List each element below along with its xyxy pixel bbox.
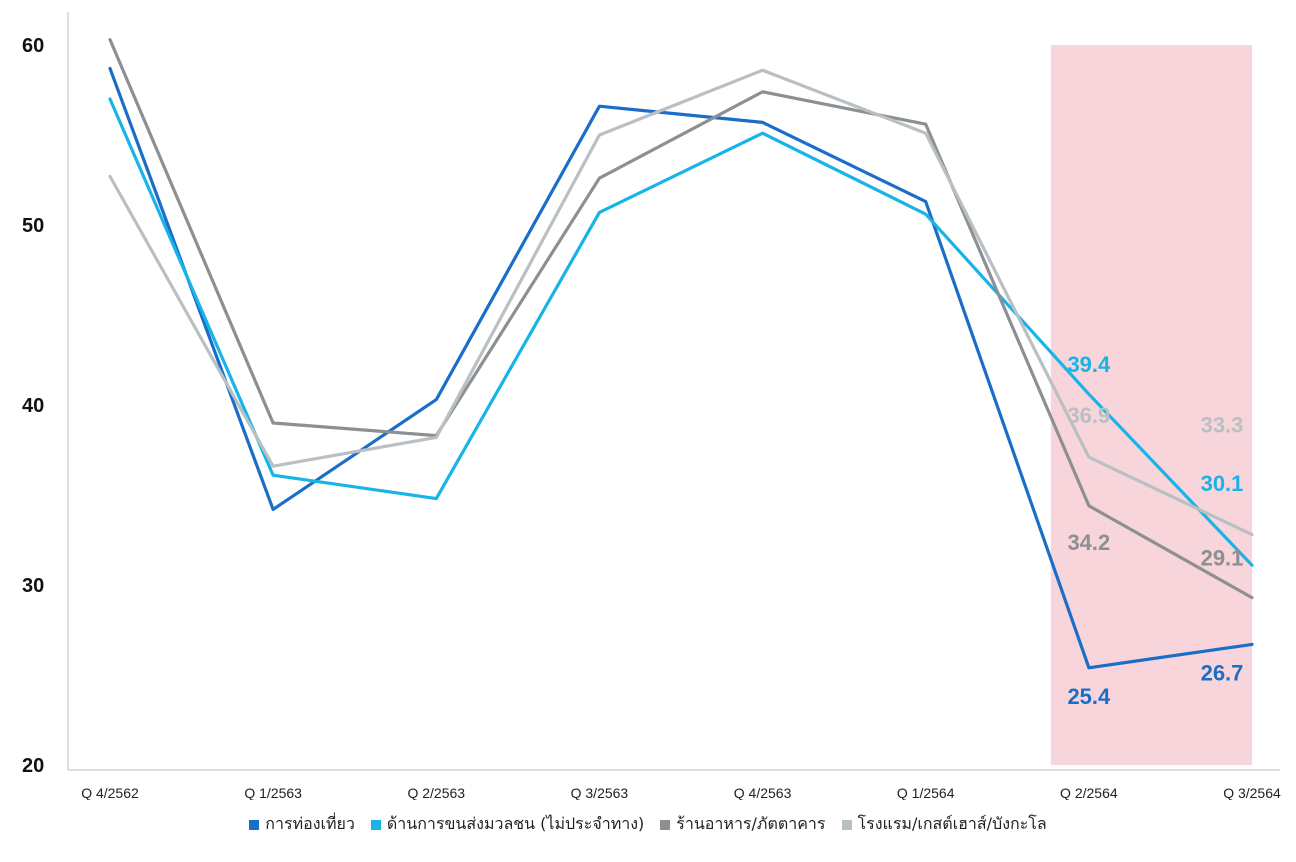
y-tick-label: 20	[22, 755, 44, 777]
y-tick-label: 40	[22, 395, 44, 417]
legend-swatch	[660, 819, 671, 830]
x-tick-label: Q 1/2564	[897, 785, 955, 800]
data-label: 25.4	[1067, 684, 1111, 709]
x-tick-label: Q 2/2563	[407, 785, 465, 800]
legend-label: การท่องเที่ยว	[265, 814, 355, 833]
data-label: 33.3	[1201, 413, 1244, 438]
legend-item: ร้านอาหาร/ภัตตาคาร	[660, 812, 826, 837]
highlight-band	[1050, 45, 1252, 765]
series-line-2	[108, 97, 1254, 567]
y-tick-label: 60	[22, 35, 44, 57]
series-line-3	[108, 37, 1254, 600]
legend-label: ด้านการขนส่งมวลชน (ไม่ประจำทาง)	[386, 814, 645, 833]
series-lines	[108, 37, 1254, 670]
legend-label: โรงแรม/เกสต์เฮาส์/บังกะโล	[857, 814, 1047, 833]
series-line-4	[108, 68, 1254, 537]
x-tick-label: Q 4/2562	[81, 785, 139, 800]
x-tick-label: Q 3/2563	[571, 785, 629, 800]
legend-item: การท่องเที่ยว	[249, 812, 355, 837]
x-tick-label: Q 4/2563	[734, 785, 792, 800]
data-labels: 25.4 26.7 39.4 30.1 34.2 29.1 36.9 33.3	[1067, 352, 1243, 709]
x-axis-ticks: Q 4/2562 Q 1/2563 Q 2/2563 Q 3/2563 Q 4/2563…	[81, 785, 1281, 800]
legend: การท่องเที่ยว ด้านการขนส่งมวลชน (ไม่ประจำ…	[0, 812, 1296, 837]
y-axis-ticks: 20 30 40 50 60	[22, 35, 44, 777]
y-tick-label: 50	[22, 215, 44, 237]
data-label: 30.1	[1201, 471, 1244, 496]
data-label: 36.9	[1067, 403, 1110, 428]
legend-swatch	[841, 819, 852, 830]
legend-item: ด้านการขนส่งมวลชน (ไม่ประจำทาง)	[370, 812, 645, 837]
legend-swatch	[370, 819, 381, 830]
data-label: 29.1	[1201, 546, 1244, 571]
data-label: 26.7	[1201, 660, 1244, 685]
x-tick-label: Q 1/2563	[244, 785, 302, 800]
x-tick-label: Q 3/2564	[1223, 785, 1281, 800]
data-label: 39.4	[1067, 352, 1111, 377]
y-tick-label: 30	[22, 575, 44, 597]
legend-item: โรงแรม/เกสต์เฮาส์/บังกะโล	[841, 812, 1047, 837]
data-label: 34.2	[1067, 530, 1110, 555]
x-tick-label: Q 2/2564	[1060, 785, 1118, 800]
line-chart: 20 30 40 50 60 Q 4/2562 Q 1/2563 Q 2/2563 Q 3/2…	[22, 12, 1281, 800]
series-line-1	[108, 66, 1254, 670]
legend-label: ร้านอาหาร/ภัตตาคาร	[676, 814, 826, 833]
legend-swatch	[249, 819, 260, 830]
